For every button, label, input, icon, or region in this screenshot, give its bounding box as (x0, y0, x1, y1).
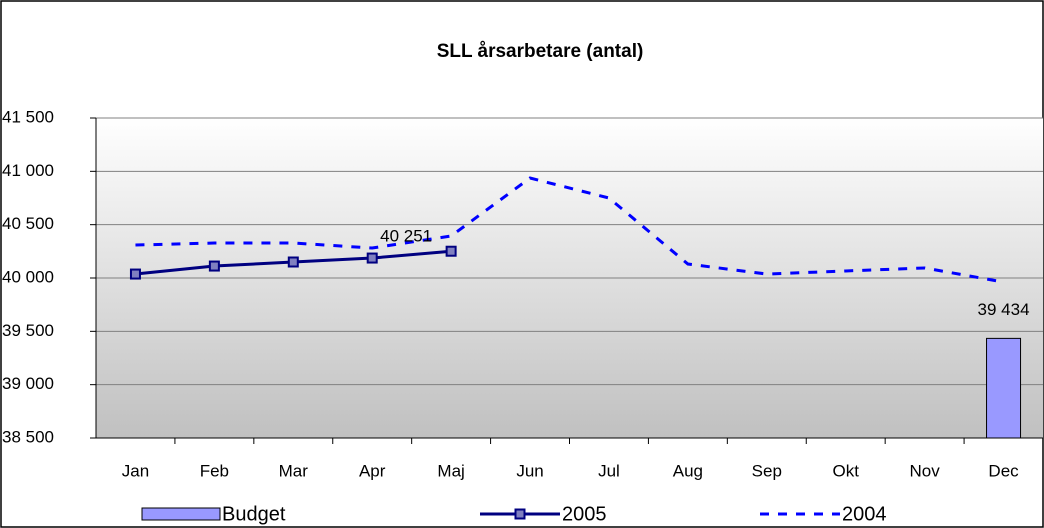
x-tick-label: Jun (516, 461, 543, 480)
x-tick-label: Nov (910, 461, 941, 480)
x-tick-label: Aug (673, 461, 703, 480)
x-tick-label: Dec (988, 461, 1019, 480)
x-tick-label: Mar (279, 461, 309, 480)
line-series (135, 176, 1004, 284)
marker (129, 268, 141, 280)
legend-marker (514, 508, 526, 520)
legend-label: 2005 (562, 503, 607, 525)
x-tick-label: Apr (359, 461, 386, 480)
y-tick-label: 39 000 (2, 374, 54, 393)
y-tick-label: 38 500 (2, 427, 54, 446)
legend-swatch (141, 507, 221, 521)
x-tick-label: Jul (598, 461, 620, 480)
legend-label: 2004 (842, 503, 887, 525)
bar (986, 337, 1022, 439)
data-label: 39 434 (978, 300, 1030, 319)
marker (445, 245, 457, 257)
y-tick-label: 41 000 (2, 161, 54, 180)
x-tick-label: Okt (832, 461, 859, 480)
x-tick-label: Feb (200, 461, 229, 480)
marker (366, 252, 378, 264)
marker (208, 260, 220, 272)
chart-title: SLL årsarbetare (antal) (437, 41, 644, 62)
y-tick-label: 41 500 (2, 107, 54, 126)
legend-label: Budget (222, 503, 286, 525)
marker (287, 256, 299, 268)
x-tick-label: Sep (752, 461, 782, 480)
y-tick-label: 40 500 (2, 214, 54, 233)
x-tick-label: Maj (437, 461, 464, 480)
data-label: 40 251 (380, 227, 432, 246)
y-tick-label: 40 000 (2, 267, 54, 286)
x-tick-label: Jan (122, 461, 149, 480)
y-tick-label: 39 500 (2, 321, 54, 340)
